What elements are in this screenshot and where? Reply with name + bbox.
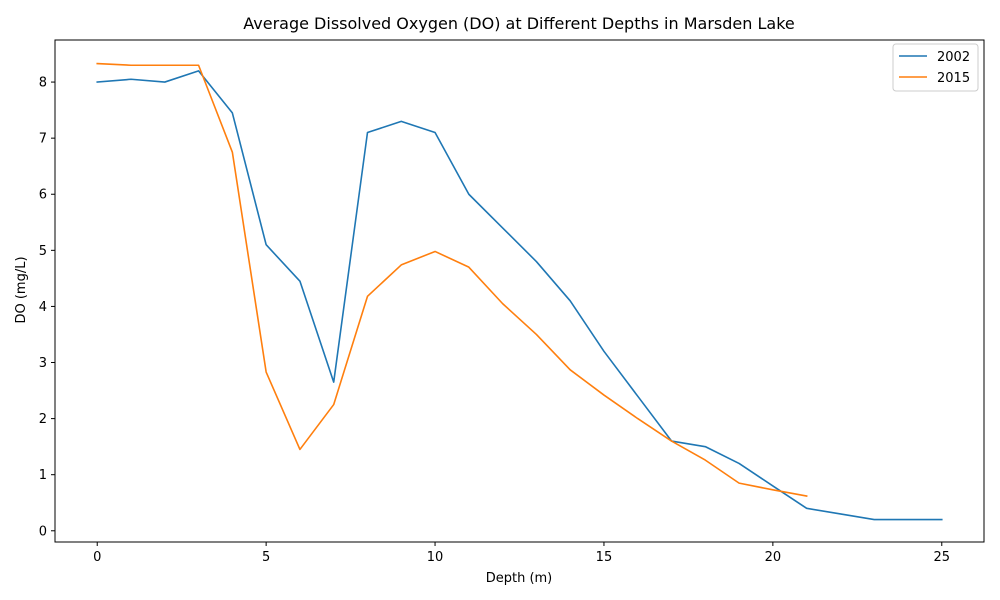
y-tick-label-6: 6 <box>39 188 47 203</box>
series-line-2015 <box>96 62 808 497</box>
y-tick-label-0: 0 <box>39 524 47 539</box>
legend: 2002 2015 <box>892 43 979 92</box>
x-tick-label-0: 0 <box>93 550 101 565</box>
y-tick-label-3: 3 <box>39 356 47 371</box>
x-tick-label-5: 5 <box>262 550 270 565</box>
y-tick-label-4: 4 <box>39 300 47 315</box>
y-tick-label-2: 2 <box>39 412 47 427</box>
legend-label-2002: 2002 <box>937 50 970 65</box>
y-tick-label-7: 7 <box>39 132 47 147</box>
x-tick-label-25: 25 <box>933 550 950 565</box>
plot-area: 0 5 10 15 20 25 0 1 2 3 4 5 6 7 8 <box>39 39 985 565</box>
legend-label-2015: 2015 <box>937 71 970 86</box>
x-tick-label-10: 10 <box>427 550 444 565</box>
chart-title: Average Dissolved Oxygen (DO) at Differe… <box>243 14 794 33</box>
x-tick-label-15: 15 <box>596 550 613 565</box>
y-tick-label-8: 8 <box>39 76 47 91</box>
x-tick-label-20: 20 <box>765 550 782 565</box>
plot-frame <box>54 39 985 543</box>
y-tick-label-5: 5 <box>39 244 47 259</box>
y-tick-label-1: 1 <box>39 468 47 483</box>
x-axis-label: Depth (m) <box>486 571 553 586</box>
series-line-2002 <box>96 70 943 521</box>
y-axis-label: DO (mg/L) <box>14 256 29 323</box>
